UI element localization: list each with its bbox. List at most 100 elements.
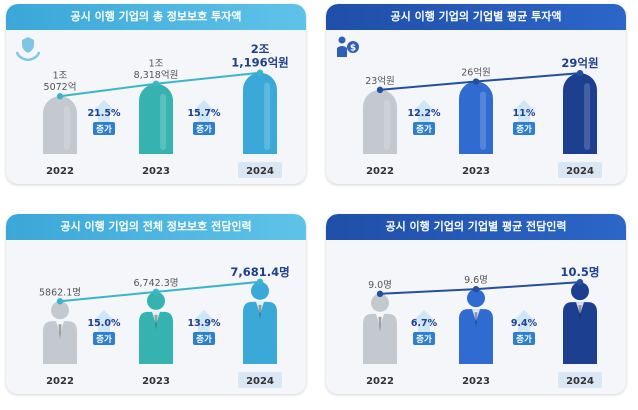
person-bar — [459, 289, 493, 364]
growth-percent: 13.9% — [188, 318, 221, 329]
increase-label: 증가 — [196, 124, 212, 135]
growth-arrow: 11% 증가 — [512, 100, 536, 135]
increase-label: 증가 — [516, 334, 532, 345]
trend-point — [152, 80, 160, 87]
person-money-icon: $ — [337, 36, 359, 57]
growth-arrow: 13.9% 증가 — [188, 310, 221, 345]
data-label: 1,196억원 — [231, 56, 289, 70]
trend-point — [376, 290, 384, 298]
growth-arrow: 21.5% 증가 — [88, 100, 121, 135]
increase-label: 증가 — [96, 124, 112, 135]
panel-title: 공시 이행 기업의 총 정보보호 투자액 — [6, 4, 306, 30]
growth-arrow: 6.7% 증가 — [411, 310, 438, 345]
bar-shine — [384, 99, 391, 150]
data-label: 7,681.4명 — [230, 265, 289, 279]
bar — [139, 83, 173, 154]
growth-arrow: 12.2% 증가 — [408, 100, 441, 135]
growth-percent: 21.5% — [88, 108, 121, 119]
growth-percent: 11% — [513, 108, 536, 119]
data-label: 29억원 — [561, 56, 598, 70]
growth-percent: 12.2% — [408, 108, 441, 119]
trend-point — [256, 69, 264, 76]
data-label: 23억원 — [365, 75, 395, 87]
hand-shield-icon — [15, 37, 41, 62]
bar — [243, 72, 277, 154]
growth-percent: 6.7% — [411, 318, 438, 329]
trend-point — [472, 78, 480, 85]
increase-badge — [93, 122, 115, 135]
growth-arrow: 15.0% 증가 — [88, 310, 121, 345]
trend-point — [576, 278, 584, 286]
increase-badge — [513, 332, 535, 345]
year-highlight — [238, 162, 282, 178]
data-label: 5862.1명 — [39, 287, 81, 298]
bar-shine — [264, 82, 271, 150]
bar — [43, 96, 77, 154]
increase-badge — [513, 122, 535, 135]
chart-panel-total-staff: 공시 이행 기업의 전체 정보보호 전담인력 2022 2023 2024 5862.… — [6, 214, 306, 394]
bar-shine — [584, 83, 591, 150]
chart-panel-average-investment: 공시 이행 기업의 기업별 평균 투자액 $2022 2023 2024 23억원 26… — [326, 4, 626, 184]
x-tick-label: 2024 — [566, 376, 594, 387]
bar — [563, 73, 597, 154]
data-label: 8,318억원 — [134, 69, 179, 81]
person-bar — [139, 291, 173, 364]
trend-point — [152, 288, 160, 296]
x-tick-label: 2023 — [462, 166, 490, 177]
increase-label: 증가 — [416, 334, 432, 345]
x-tick-label: 2024 — [246, 166, 274, 177]
x-tick-label: 2023 — [142, 376, 170, 387]
chart-svg: 2022 2023 2024 5862.1명 6,742.3명 7,681.4명 15.0%… — [39, 265, 290, 388]
x-tick-label: 2024 — [566, 166, 594, 177]
chart-svg: $2022 2023 2024 23억원 26억원 29억원 12.2% 증가 11% 증가 — [337, 36, 602, 178]
year-highlight — [558, 372, 602, 388]
data-label: 5072억 — [44, 81, 77, 93]
data-label: 26억원 — [461, 67, 491, 79]
x-tick-label: 2023 — [462, 376, 490, 387]
x-tick-label: 2022 — [46, 166, 74, 177]
data-label: 1조 — [53, 71, 68, 82]
dollar-sign: $ — [350, 44, 356, 54]
data-label: 2조 — [251, 42, 270, 56]
bar-shine — [64, 106, 71, 150]
panel-title: 공시 이행 기업의 기업별 평균 투자액 — [326, 4, 626, 30]
bar-shine — [160, 93, 167, 150]
growth-percent: 15.0% — [88, 318, 121, 329]
increase-label: 증가 — [196, 334, 212, 345]
increase-badge — [413, 122, 435, 135]
growth-percent: 15.7% — [188, 108, 221, 119]
trend-point — [256, 278, 264, 286]
chart-panel-total-investment: 공시 이행 기업의 총 정보보호 투자액 2022 2023 2024 1조 5072억… — [6, 4, 306, 184]
x-tick-label: 2022 — [46, 376, 74, 387]
increase-badge — [193, 332, 215, 345]
data-label: 1조 — [149, 58, 164, 69]
chart-svg: 2022 2023 2024 9.0명 9.6명 10.5명 6.7% 증가 9.4% 증가 — [363, 265, 602, 388]
year-highlight — [238, 372, 282, 388]
bar — [363, 89, 397, 154]
growth-percent: 9.4% — [511, 318, 538, 329]
panel-title: 공시 이행 기업의 전체 정보보호 전담인력 — [6, 214, 306, 240]
x-tick-label: 2022 — [366, 376, 394, 387]
person-bar — [563, 282, 597, 364]
growth-arrow: 15.7% 증가 — [188, 100, 221, 135]
increase-badge — [193, 122, 215, 135]
data-label: 6,742.3명 — [133, 278, 178, 289]
trend-point — [56, 93, 64, 100]
person-bar — [43, 301, 77, 364]
trend-point — [56, 298, 64, 305]
trend-point — [472, 285, 480, 293]
increase-label: 증가 — [416, 124, 432, 135]
person-bar — [243, 281, 277, 364]
bar-shine — [480, 91, 487, 150]
x-tick-label: 2023 — [142, 166, 170, 177]
increase-badge — [413, 332, 435, 345]
increase-label: 증가 — [96, 334, 112, 345]
trend-point — [576, 69, 584, 77]
trend-point — [376, 86, 384, 94]
increase-label: 증가 — [516, 124, 532, 135]
year-highlight — [558, 162, 602, 178]
bar — [459, 81, 493, 154]
chart-panel-average-staff: 공시 이행 기업의 기업별 평균 전담인력 2022 2023 2024 9.0명 9.… — [326, 214, 626, 394]
panel-title: 공시 이행 기업의 기업별 평균 전담인력 — [326, 214, 626, 240]
chart-svg: 2022 2023 20241조5072억1조8,318억원2조1,196억원21.… — [15, 37, 289, 178]
